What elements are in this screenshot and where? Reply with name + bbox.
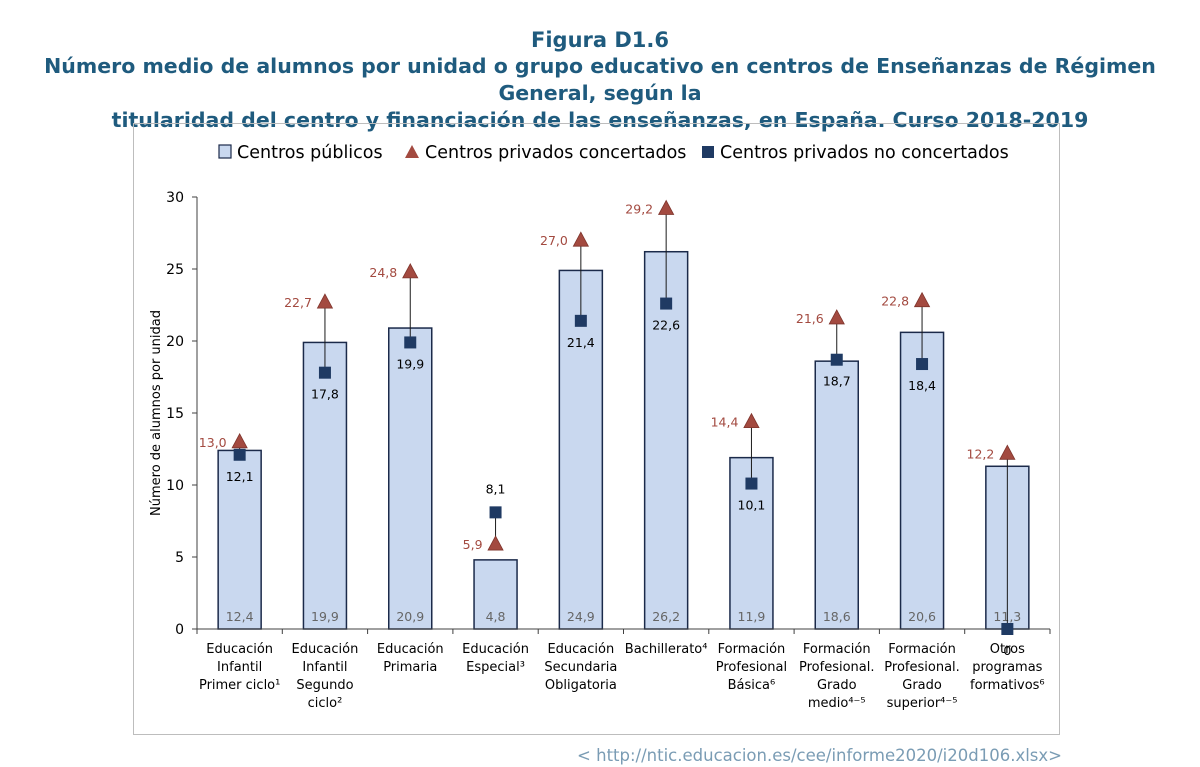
bar-value-label: 26,2 (652, 609, 680, 624)
legend-label-publicos: Centros públicos (237, 143, 383, 163)
bar-value-label: 11,9 (738, 609, 766, 624)
marker-no-concertados (318, 366, 331, 379)
x-category-label: Formación Profesional. Grado superior⁴⁻⁵ (884, 642, 960, 711)
y-tick-label: 20 (166, 334, 184, 350)
x-category-label: Educación Primaria (377, 642, 444, 675)
bar-value-label: 19,9 (311, 609, 339, 624)
bar-value-label: 18,6 (823, 609, 851, 624)
y-axis-label: Número de alumnos por unidad (149, 310, 164, 516)
marker-no-concertados (916, 358, 929, 371)
concertados-value-label: 12,2 (967, 446, 995, 461)
no-concertados-value-label: 19,9 (396, 356, 424, 371)
legend-swatch-concertados (405, 145, 419, 158)
marker-concertados (828, 309, 845, 325)
marker-concertados (402, 263, 419, 279)
marker-no-concertados (233, 448, 246, 461)
marker-no-concertados (660, 297, 673, 310)
marker-no-concertados (574, 314, 587, 327)
x-category-label: Educación Secundaria Obligatoria (544, 642, 617, 693)
bar-publicos (814, 360, 859, 630)
bar-publicos (388, 327, 433, 630)
bar-publicos (899, 331, 945, 630)
marker-no-concertados (1001, 623, 1014, 635)
legend-swatch-publicos (218, 144, 232, 159)
x-category-label: Educación Infantil Primer ciclo¹ (199, 642, 280, 693)
no-concertados-value-label: 0 (1003, 643, 1011, 658)
bar-publicos (473, 559, 518, 630)
x-category-label: Bachillerato⁴ (625, 642, 708, 657)
concertados-value-label: 22,8 (881, 294, 909, 309)
bar-publicos (302, 341, 348, 630)
x-category-label: Otros programas formativos⁶ (970, 642, 1045, 693)
marker-no-concertados (404, 336, 417, 349)
concertados-value-label: 14,4 (711, 415, 739, 430)
no-concertados-value-label: 21,4 (567, 335, 595, 350)
concertados-value-label: 22,7 (284, 295, 312, 310)
marker-no-concertados (745, 477, 758, 490)
concertados-value-label: 24,8 (369, 265, 397, 280)
marker-no-concertados (489, 506, 502, 519)
concertados-value-label: 21,6 (796, 311, 824, 326)
concertados-value-label: 13,0 (199, 435, 227, 450)
no-concertados-value-label: 18,7 (823, 374, 851, 389)
y-tick-label: 25 (166, 262, 184, 278)
figure-title-line-2: titularidad del centro y financiación de… (111, 108, 1089, 132)
x-category-label: Formación Profesional. Grado medio⁴⁻⁵ (799, 642, 875, 711)
bar-publicos (643, 250, 689, 630)
marker-concertados (743, 412, 760, 429)
y-tick-label: 15 (166, 406, 184, 422)
legend-swatch-no-concertados (702, 146, 714, 158)
marker-concertados (572, 231, 590, 247)
marker-concertados (231, 432, 248, 449)
no-concertados-value-label: 12,1 (226, 469, 254, 484)
no-concertados-value-label: 18,4 (908, 378, 936, 393)
y-tick-label: 5 (175, 550, 184, 566)
bar-publicos (217, 449, 262, 630)
bar-value-label: 24,9 (567, 609, 595, 624)
figure-title: Número medio de alumnos por unidad o gru… (10, 53, 1190, 134)
concertados-value-label: 5,9 (463, 537, 483, 552)
marker-no-concertados (830, 353, 843, 366)
marker-concertados (316, 293, 334, 309)
no-concertados-value-label: 17,8 (311, 387, 339, 402)
y-tick-label: 30 (166, 190, 184, 206)
legend-label-no-concertados: Centros privados no concertados (720, 143, 1009, 163)
y-tick-label: 10 (166, 478, 184, 494)
concertados-value-label: 29,2 (625, 202, 653, 217)
marker-concertados (999, 444, 1016, 460)
marker-concertados (913, 291, 931, 308)
source-link[interactable]: < http://ntic.educacion.es/cee/informe20… (577, 746, 1062, 765)
y-tick-label: 0 (175, 622, 184, 638)
no-concertados-value-label: 8,1 (486, 481, 506, 496)
bar-value-label: 4,8 (486, 609, 506, 624)
bar-publicos (558, 269, 604, 630)
marker-concertados (657, 199, 675, 215)
bar-value-label: 20,9 (396, 609, 424, 624)
no-concertados-value-label: 22,6 (652, 318, 680, 333)
chart-frame (133, 123, 1060, 735)
figure-label: Figura D1.6 (531, 28, 669, 52)
x-category-label: Educación Infantil Segundo ciclo² (292, 642, 359, 711)
legend-label-concertados: Centros privados concertados (425, 143, 686, 163)
no-concertados-value-label: 10,1 (738, 498, 766, 513)
concertados-value-label: 27,0 (540, 233, 568, 248)
bar-value-label: 12,4 (226, 609, 254, 624)
x-category-label: Formación Profesional Básica⁶ (716, 642, 787, 693)
marker-concertados (487, 535, 504, 551)
x-category-label: Educación Especial³ (462, 642, 529, 675)
figure-title-line-1: Número medio de alumnos por unidad o gru… (44, 54, 1156, 105)
bar-value-label: 20,6 (908, 609, 936, 624)
